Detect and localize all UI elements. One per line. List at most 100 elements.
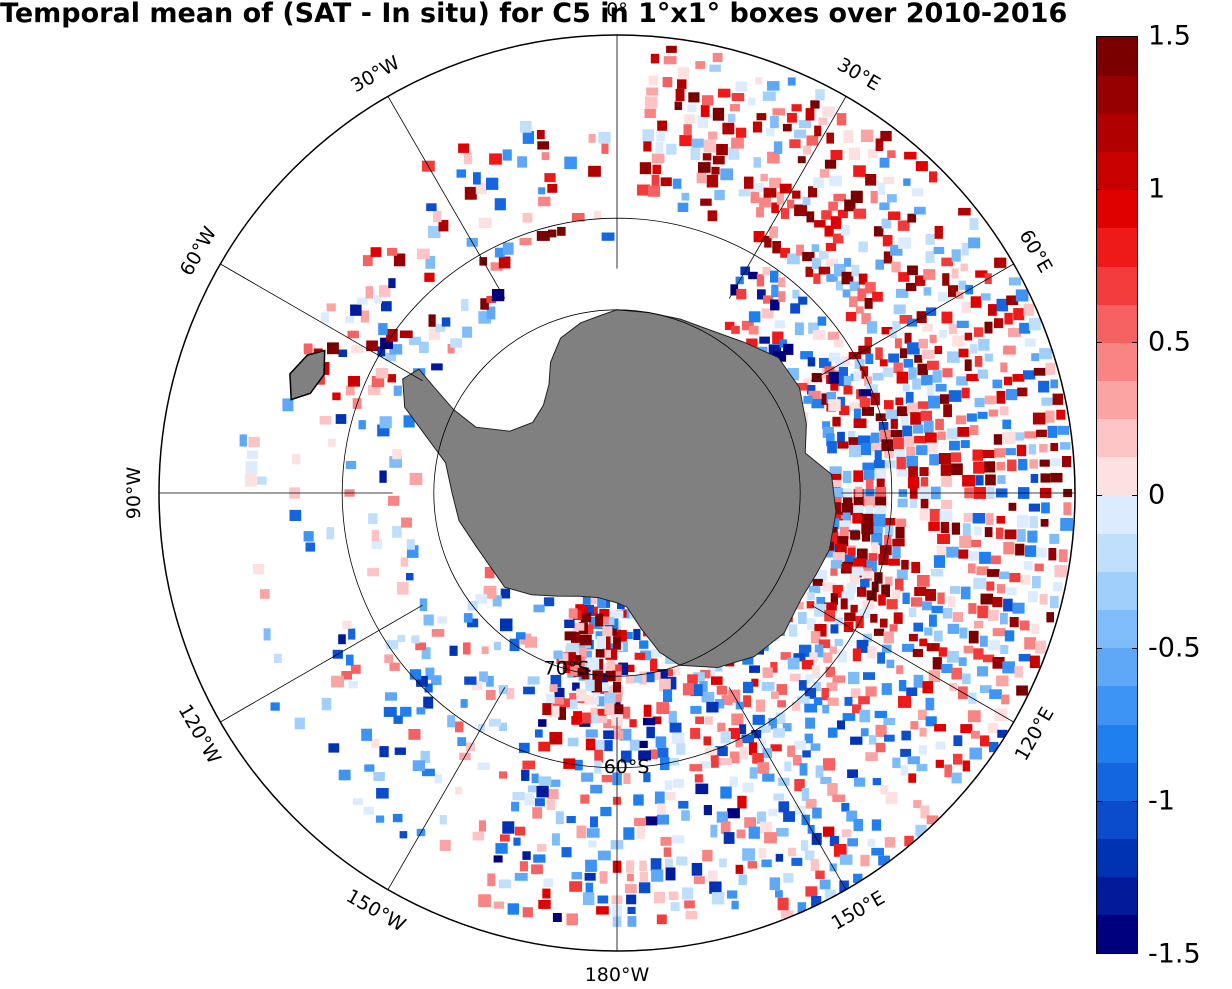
data-cell xyxy=(968,551,981,561)
data-cell xyxy=(850,190,863,203)
data-cell xyxy=(564,631,577,641)
data-cell xyxy=(832,416,841,427)
data-cell xyxy=(345,654,354,666)
data-cell xyxy=(1023,303,1034,316)
data-cell xyxy=(948,285,959,297)
data-cell xyxy=(435,324,446,333)
data-cell xyxy=(967,710,981,723)
data-cell xyxy=(1039,459,1050,467)
data-cell xyxy=(929,171,938,183)
data-cell xyxy=(603,730,614,739)
data-cell xyxy=(840,598,848,610)
data-cell xyxy=(642,129,655,142)
data-cell xyxy=(431,675,442,685)
data-cell xyxy=(814,125,822,137)
data-cell xyxy=(982,449,995,458)
data-cell xyxy=(595,649,605,658)
data-cell xyxy=(371,376,385,388)
data-cell xyxy=(958,207,971,216)
data-cell xyxy=(618,662,629,675)
data-cell xyxy=(779,339,787,348)
colorbar-segment xyxy=(1097,724,1137,763)
data-cell xyxy=(816,596,826,606)
data-cell xyxy=(868,149,878,159)
data-cell xyxy=(522,851,531,860)
data-cell xyxy=(666,45,677,53)
data-cell xyxy=(824,602,837,611)
data-cell xyxy=(411,635,420,644)
data-cell xyxy=(812,330,826,341)
data-cell xyxy=(1014,666,1023,678)
antarctica-landmass xyxy=(289,309,837,669)
data-cell xyxy=(703,139,717,153)
data-cell xyxy=(759,336,770,344)
data-cell xyxy=(461,299,469,312)
data-cell xyxy=(890,418,898,429)
data-cell xyxy=(760,173,768,182)
colorbar-segment xyxy=(1097,456,1137,496)
data-cell xyxy=(913,800,922,808)
data-cell xyxy=(522,907,533,918)
data-cell xyxy=(715,699,725,709)
data-cell xyxy=(860,578,870,588)
latitude-label: 70°S xyxy=(544,658,590,680)
data-cell xyxy=(623,827,635,840)
data-cell xyxy=(815,89,825,101)
data-cell xyxy=(907,476,920,489)
data-cell xyxy=(772,108,785,116)
data-cell xyxy=(423,696,434,709)
data-cell xyxy=(879,202,890,211)
data-cell xyxy=(769,226,778,239)
data-cell xyxy=(597,682,609,692)
data-cell xyxy=(963,513,973,523)
data-cell xyxy=(806,211,815,223)
data-cell xyxy=(406,539,415,550)
data-cell xyxy=(853,558,867,568)
data-cell xyxy=(922,681,933,694)
data-cell xyxy=(824,889,836,899)
data-cell xyxy=(348,628,356,640)
data-cell xyxy=(486,306,496,320)
data-cell xyxy=(657,803,666,814)
data-cell xyxy=(883,251,893,264)
data-cell xyxy=(821,210,832,220)
data-cell xyxy=(958,657,967,666)
data-cell xyxy=(849,296,858,307)
data-cell xyxy=(893,304,906,315)
data-cell xyxy=(675,88,685,101)
data-cell xyxy=(613,681,621,693)
data-cell xyxy=(844,696,853,706)
data-cell xyxy=(573,711,582,723)
data-cell xyxy=(621,632,633,640)
data-cell xyxy=(907,342,920,355)
colorbar-tick-mark xyxy=(1132,495,1138,496)
data-cell xyxy=(973,577,986,590)
data-cell xyxy=(644,108,656,118)
data-cell xyxy=(707,665,716,677)
data-cell xyxy=(843,130,854,143)
data-cell xyxy=(828,399,841,411)
data-cell xyxy=(831,473,842,482)
data-cell xyxy=(773,793,785,801)
data-cell xyxy=(1039,594,1048,605)
data-cell xyxy=(863,470,875,481)
data-cell xyxy=(1045,410,1055,423)
data-cell xyxy=(833,843,847,857)
data-cell xyxy=(352,798,363,806)
data-cell xyxy=(801,788,809,801)
data-cell xyxy=(789,624,798,637)
meridian-line xyxy=(387,96,506,299)
data-cell xyxy=(670,902,680,912)
data-cell xyxy=(826,433,835,447)
data-cell xyxy=(934,724,946,732)
data-cell xyxy=(914,587,927,596)
colorbar-segment xyxy=(1097,37,1137,76)
data-cell xyxy=(865,686,877,697)
data-cell xyxy=(486,295,497,303)
data-cell xyxy=(833,263,846,277)
data-cell xyxy=(657,747,669,758)
data-cell xyxy=(547,788,559,800)
data-cell xyxy=(964,332,973,341)
data-cell xyxy=(1053,582,1063,592)
data-cell xyxy=(872,778,882,786)
